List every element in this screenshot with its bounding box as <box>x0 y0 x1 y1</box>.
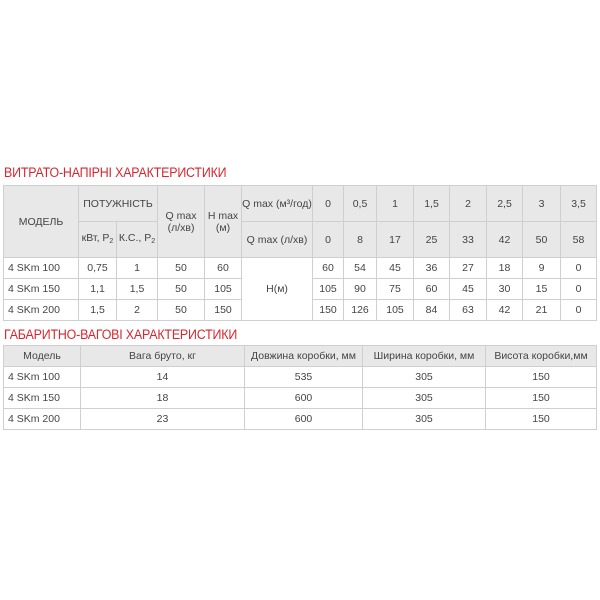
header-cell: Ширина коробки, мм <box>362 345 486 367</box>
hp-cell: 1,5 <box>115 278 159 300</box>
header-cell: Модель <box>3 345 81 367</box>
head-value: 45 <box>376 257 415 279</box>
header-qmax: Q max (л/хв) <box>157 185 206 258</box>
head-value: 90 <box>343 278 378 300</box>
head-value: 84 <box>413 299 451 321</box>
header-hmax: H max (м) <box>204 185 243 258</box>
section-title-dimensions: ГАБАРИТНО-ВАГОВІ ХАРАКТЕРИСТИКИ <box>4 327 238 342</box>
hp-cell: 2 <box>115 299 159 321</box>
header-q-lmin: Q max (л/хв) <box>241 221 314 258</box>
model-cell: 4 SKm 100 <box>3 366 81 388</box>
hmax-cell: 60 <box>204 257 243 279</box>
header-hp: К.С., P2 <box>115 221 159 258</box>
value-cell: 150 <box>485 408 597 430</box>
q-m3-value: 1,5 <box>413 185 451 222</box>
head-value: 9 <box>522 257 562 279</box>
value-cell: 14 <box>80 366 245 388</box>
q-m3-value: 2,5 <box>486 185 524 222</box>
table-row: 4 SKm 150 18 600 305 150 <box>3 387 597 409</box>
q-m3-value: 0 <box>312 185 345 222</box>
model-cell: 4 SKm 100 <box>3 257 79 279</box>
q-m3-value: 3,5 <box>560 185 598 222</box>
value-cell: 305 <box>362 366 486 388</box>
table-row: 4 SKm 200 23 600 305 150 <box>3 408 597 430</box>
q-lmin-value: 58 <box>560 221 598 258</box>
kw-cell: 0,75 <box>78 257 117 279</box>
table-row: 4 SKm 200 1,5 2 50 150 150 126 105 84 63 42 21 0 <box>3 299 598 321</box>
head-value: 60 <box>413 278 451 300</box>
value-cell: 23 <box>80 408 245 430</box>
head-value: 0 <box>560 299 598 321</box>
header-kw: кВт, P2 <box>78 221 117 258</box>
hp-cell: 1 <box>115 257 159 279</box>
head-value: 63 <box>449 299 488 321</box>
kw-cell: 1,1 <box>78 278 117 300</box>
q-m3-value: 0,5 <box>343 185 378 222</box>
value-cell: 535 <box>244 366 363 388</box>
head-value: 42 <box>486 299 524 321</box>
dimensions-table: Модель Вага бруто, кг Довжина коробки, мм Ш… <box>3 345 597 430</box>
table-row: 4 SKm 100 14 535 305 150 <box>3 366 597 388</box>
header-q-m3: Q max (м³/год) <box>241 185 314 222</box>
header-model: МОДЕЛЬ <box>3 185 79 258</box>
head-value: 75 <box>376 278 415 300</box>
q-m3-value: 1 <box>376 185 415 222</box>
value-cell: 600 <box>244 387 363 409</box>
head-value: 27 <box>449 257 488 279</box>
qmax-cell: 50 <box>157 299 206 321</box>
value-cell: 305 <box>362 387 486 409</box>
header-cell: Вага бруто, кг <box>80 345 245 367</box>
head-value: 18 <box>486 257 524 279</box>
header-cell: Довжина коробки, мм <box>244 345 363 367</box>
value-cell: 18 <box>80 387 245 409</box>
qmax-cell: 50 <box>157 257 206 279</box>
q-lmin-value: 8 <box>343 221 378 258</box>
head-value: 0 <box>560 257 598 279</box>
model-cell: 4 SKm 150 <box>3 387 81 409</box>
q-m3-value: 2 <box>449 185 488 222</box>
head-value: 150 <box>312 299 345 321</box>
value-cell: 600 <box>244 408 363 430</box>
q-lmin-value: 50 <box>522 221 562 258</box>
value-cell: 150 <box>485 366 597 388</box>
model-cell: 4 SKm 150 <box>3 278 79 300</box>
q-lmin-value: 25 <box>413 221 451 258</box>
q-lmin-value: 33 <box>449 221 488 258</box>
head-value: 15 <box>522 278 562 300</box>
hmax-cell: 105 <box>204 278 243 300</box>
kw-cell: 1,5 <box>78 299 117 321</box>
q-lmin-value: 17 <box>376 221 415 258</box>
header-power: ПОТУЖНІСТЬ <box>77 185 159 222</box>
q-lmin-value: 42 <box>486 221 524 258</box>
header-cell: Висота коробки,мм <box>485 345 597 367</box>
hmax-cell: 150 <box>204 299 243 321</box>
head-value: 126 <box>343 299 378 321</box>
flow-head-table: МОДЕЛЬ ПОТУЖНІСТЬ Q max (л/хв) H max (м)… <box>3 185 598 321</box>
head-value: 45 <box>449 278 488 300</box>
model-cell: 4 SKm 200 <box>3 299 79 321</box>
head-value: 0 <box>560 278 598 300</box>
head-label: H(м) <box>241 257 314 321</box>
head-value: 60 <box>312 257 345 279</box>
q-lmin-value: 0 <box>312 221 345 258</box>
head-value: 105 <box>376 299 415 321</box>
table-row: 4 SKm 100 0,75 1 50 60 H(м) 60 54 45 36 27 18 9 0 <box>3 257 598 321</box>
head-value: 54 <box>343 257 378 279</box>
head-value: 30 <box>486 278 524 300</box>
head-value: 36 <box>413 257 451 279</box>
head-value: 21 <box>522 299 562 321</box>
head-value: 105 <box>312 278 345 300</box>
value-cell: 305 <box>362 408 486 430</box>
model-cell: 4 SKm 200 <box>3 408 81 430</box>
section-title-flow-head: ВИТРАТО-НАПІРНІ ХАРАКТЕРИСТИКИ <box>4 165 227 180</box>
value-cell: 150 <box>485 387 597 409</box>
q-m3-value: 3 <box>522 185 562 222</box>
qmax-cell: 50 <box>157 278 206 300</box>
